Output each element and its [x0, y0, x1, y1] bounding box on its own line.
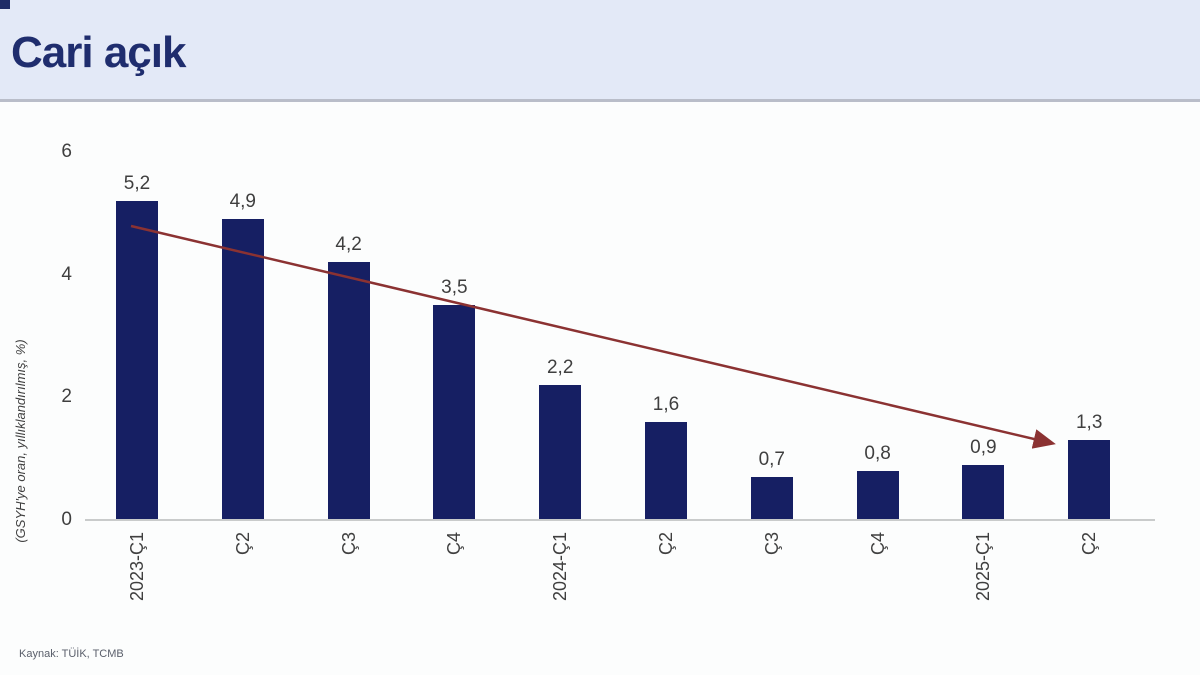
x-tick-label: Ç3	[761, 532, 782, 556]
bar	[539, 385, 582, 520]
bar-value-label: 1,6	[652, 393, 680, 415]
x-tick-label: Ç4	[867, 532, 888, 556]
bar	[962, 464, 1005, 520]
x-tick-label: 2024-Ç1	[550, 532, 571, 602]
bar	[433, 305, 476, 520]
x-tick-label: Ç4	[444, 532, 465, 556]
bar	[327, 262, 370, 520]
x-tick-label: Ç2	[232, 532, 253, 556]
y-tick-label: 4	[61, 263, 72, 285]
bar-value-label: 4,9	[229, 191, 256, 213]
x-axis-line	[85, 519, 1155, 521]
x-tick-label: 2025-Ç1	[973, 532, 994, 602]
y-axis-title: (GSYH'ye oran, yıllıklandırılmış, %)	[13, 339, 28, 543]
header: Cari açık	[0, 0, 1200, 102]
bar	[221, 219, 264, 520]
bar-value-label: 0,9	[970, 436, 997, 458]
source-note: Kaynak: TÜİK, TCMB	[19, 648, 124, 660]
bar	[856, 470, 899, 520]
bar-value-label: 2,2	[546, 357, 574, 379]
bar-value-label: 4,2	[335, 234, 362, 256]
bar	[116, 201, 158, 520]
y-tick-label: 6	[61, 141, 72, 163]
bar-value-label: 1,3	[1075, 412, 1103, 434]
bar-value-label: 0,8	[864, 442, 891, 464]
bar	[750, 477, 793, 520]
corner-mark	[0, 0, 10, 9]
bar-value-label: 0,7	[758, 449, 785, 471]
x-tick-label: Ç3	[338, 532, 359, 556]
x-tick-label: Ç2	[656, 532, 676, 556]
x-tick-label: Ç2	[1079, 532, 1100, 556]
page-title: Cari açık	[11, 28, 186, 77]
bar-value-label: 3,5	[441, 277, 468, 299]
y-tick-label: 0	[61, 509, 72, 530]
x-tick-label: 2023-Ç1	[127, 532, 147, 602]
chart-area: (GSYH'ye oran, yıllıklandırılmış, %) 0 2 4…	[0, 105, 1200, 645]
y-tick-label: 2	[61, 386, 72, 408]
bar	[1068, 440, 1111, 520]
bar-value-label: 5,2	[123, 173, 151, 195]
bar	[645, 421, 687, 520]
